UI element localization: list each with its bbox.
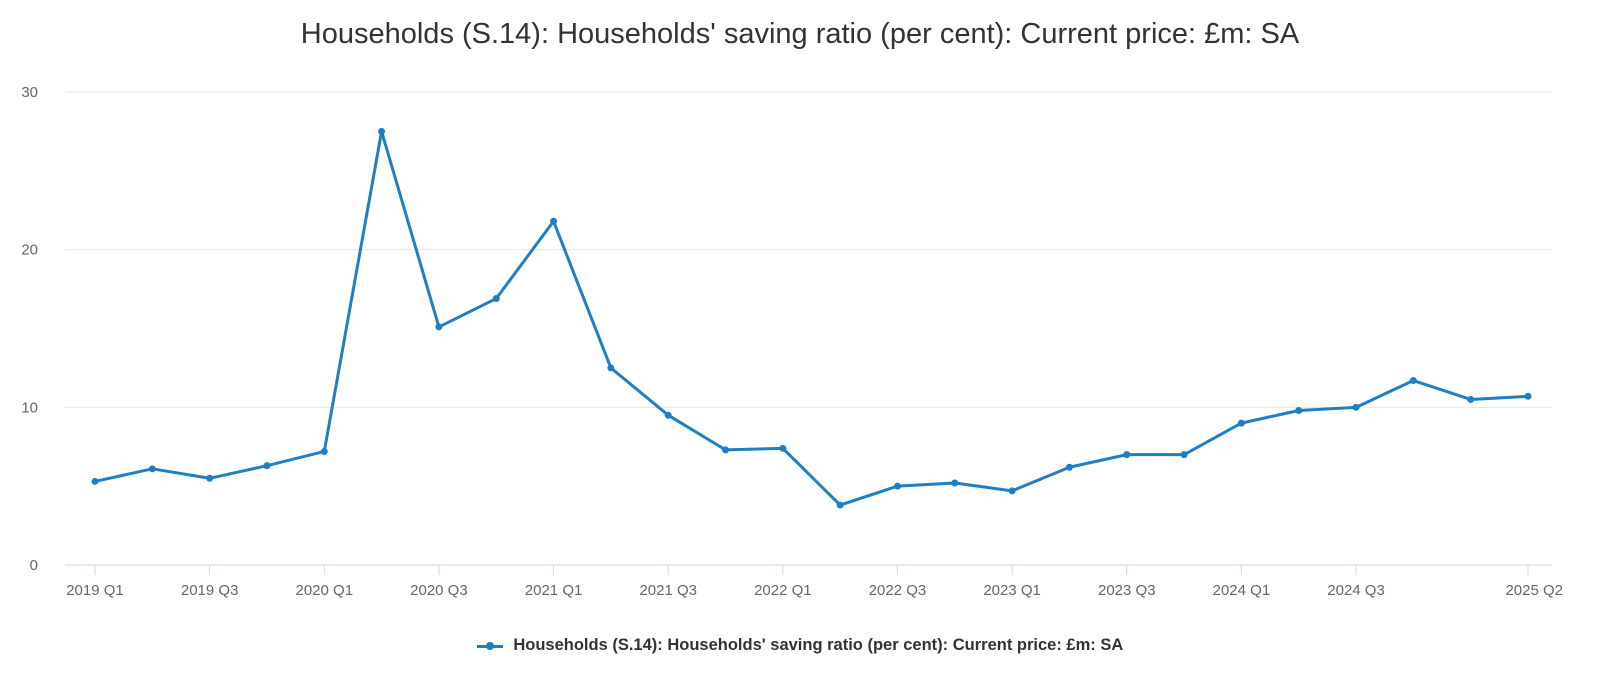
legend-marker-icon — [476, 640, 503, 652]
x-tick-label: 2024 Q3 — [1327, 582, 1385, 599]
data-point[interactable] — [1180, 451, 1188, 459]
legend-label: Households (S.14): Households' saving ra… — [513, 636, 1124, 654]
x-axis: 2019 Q1 2019 Q3 2020 Q1 2020 Q3 2021 Q1 2021 … — [65, 564, 1563, 599]
series-line — [93, 129, 1530, 507]
x-tick-label: 2025 Q2 — [1505, 582, 1563, 599]
x-tick-label: 2023 Q1 — [983, 582, 1041, 599]
data-point[interactable] — [263, 462, 271, 470]
x-tick-label: 2021 Q3 — [639, 582, 697, 599]
y-axis: 0 10 20 30 — [21, 84, 38, 574]
data-point[interactable] — [1237, 419, 1245, 427]
data-point[interactable] — [664, 411, 672, 419]
data-point[interactable] — [836, 501, 844, 509]
x-tick-label: 2022 Q1 — [754, 582, 812, 599]
data-point[interactable] — [492, 295, 500, 303]
data-point[interactable] — [91, 477, 99, 485]
data-point[interactable] — [951, 479, 959, 487]
data-point[interactable] — [435, 323, 443, 331]
x-tick-label: 2021 Q1 — [525, 582, 583, 599]
data-point[interactable] — [1008, 487, 1016, 495]
x-tick-label: 2024 Q1 — [1213, 582, 1271, 599]
y-tick-label: 10 — [21, 399, 38, 416]
data-point[interactable] — [1065, 463, 1073, 471]
data-point[interactable] — [607, 364, 615, 372]
chart-title: Households (S.14): Households' saving ra… — [300, 18, 1300, 50]
data-point[interactable] — [1295, 406, 1303, 414]
y-tick-label: 0 — [30, 557, 38, 574]
data-point[interactable] — [148, 465, 156, 473]
data-point[interactable] — [893, 482, 901, 490]
data-point[interactable] — [378, 127, 386, 135]
y-tick-label: 20 — [21, 242, 38, 259]
gridlines — [65, 91, 1552, 408]
data-point[interactable] — [1123, 451, 1131, 459]
x-tick-label: 2020 Q3 — [410, 582, 468, 599]
data-point[interactable] — [550, 217, 558, 225]
x-tick-label: 2019 Q3 — [181, 582, 239, 599]
data-point[interactable] — [1352, 403, 1360, 411]
x-tick-label: 2023 Q3 — [1098, 582, 1156, 599]
legend[interactable]: Households (S.14): Households' saving ra… — [0, 636, 1600, 655]
x-tick-label: 2022 Q3 — [869, 582, 927, 599]
data-point[interactable] — [320, 447, 328, 455]
data-point[interactable] — [206, 474, 214, 482]
data-point[interactable] — [1409, 377, 1417, 385]
y-tick-label: 30 — [21, 84, 38, 101]
x-tick-label: 2020 Q1 — [296, 582, 354, 599]
data-point[interactable] — [1467, 395, 1475, 403]
data-point[interactable] — [722, 446, 730, 454]
series-layer — [91, 127, 1532, 509]
data-point[interactable] — [779, 444, 787, 452]
legend-dot — [485, 641, 494, 650]
x-tick-label: 2019 Q1 — [66, 582, 124, 599]
data-point[interactable] — [1524, 392, 1532, 400]
